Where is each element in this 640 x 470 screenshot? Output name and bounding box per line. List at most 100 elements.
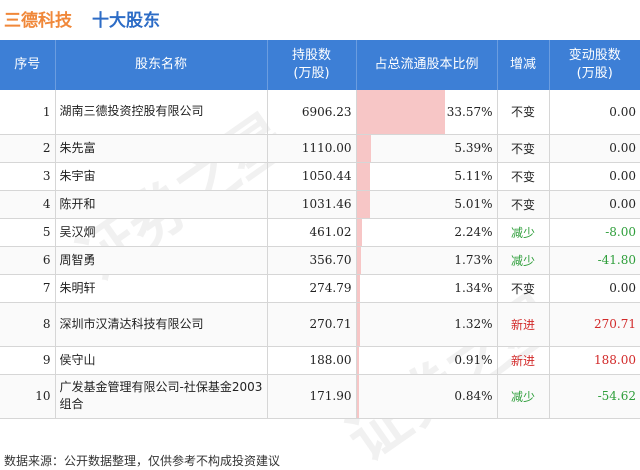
holding-value: 1050.44 bbox=[267, 162, 357, 191]
row-number: 6 bbox=[0, 246, 56, 275]
pct-value: 1.73% bbox=[454, 253, 493, 267]
pct-value: 33.57% bbox=[446, 104, 493, 119]
pct-cell: 0.91% bbox=[356, 346, 498, 375]
table-row: 2 朱先富 1110.00 5.39% 不变 0.00 bbox=[0, 134, 640, 163]
header-delta: 变动股数 (万股) bbox=[549, 40, 640, 90]
pct-value: 0.84% bbox=[454, 389, 493, 403]
pct-bar bbox=[356, 246, 362, 274]
table-row: 9 侯守山 188.00 0.91% 新进 188.00 bbox=[0, 346, 640, 375]
header-pct: 占总流通股本比例 bbox=[356, 40, 498, 90]
header-holding: 持股数 (万股) bbox=[267, 40, 357, 90]
pct-value: 5.01% bbox=[454, 197, 493, 211]
row-number: 3 bbox=[0, 162, 56, 191]
pct-cell: 0.84% bbox=[356, 374, 498, 419]
delta-value: 0.00 bbox=[549, 162, 640, 191]
delta-value: 0.00 bbox=[549, 134, 640, 163]
pct-bar bbox=[356, 302, 360, 346]
pct-value: 2.24% bbox=[454, 225, 493, 239]
change-status: 减少 bbox=[497, 218, 550, 247]
delta-value: -41.80 bbox=[549, 246, 640, 275]
pct-cell: 5.39% bbox=[356, 134, 498, 163]
shareholder-name: 朱明轩 bbox=[55, 274, 268, 303]
pct-value: 1.32% bbox=[454, 317, 493, 331]
pct-value: 0.91% bbox=[454, 353, 493, 367]
table-row: 3 朱宇宙 1050.44 5.11% 不变 0.00 bbox=[0, 162, 640, 191]
page-subtitle: 十大股东 bbox=[92, 11, 160, 31]
pct-value: 5.39% bbox=[454, 141, 493, 155]
delta-value: 270.71 bbox=[549, 302, 640, 347]
company-title: 三德科技 bbox=[4, 11, 72, 31]
shareholder-name: 朱宇宙 bbox=[55, 162, 268, 191]
shareholder-name: 朱先富 bbox=[55, 134, 268, 163]
pct-cell: 1.32% bbox=[356, 302, 498, 347]
holding-value: 188.00 bbox=[267, 346, 357, 375]
shareholder-name: 广发基金管理有限公司-社保基金2003组合 bbox=[55, 374, 268, 419]
change-status: 新进 bbox=[497, 302, 550, 347]
pct-cell: 5.11% bbox=[356, 162, 498, 191]
pct-bar bbox=[356, 134, 371, 162]
title-bar: 三德科技 十大股东 bbox=[0, 0, 640, 40]
pct-cell: 2.24% bbox=[356, 218, 498, 247]
change-status: 减少 bbox=[497, 374, 550, 419]
table-row: 7 朱明轩 274.79 1.34% 不变 0.00 bbox=[0, 274, 640, 303]
holding-value: 356.70 bbox=[267, 246, 357, 275]
pct-bar bbox=[356, 346, 359, 374]
delta-value: -8.00 bbox=[549, 218, 640, 247]
shareholder-name: 周智勇 bbox=[55, 246, 268, 275]
delta-value: 0.00 bbox=[549, 274, 640, 303]
change-status: 不变 bbox=[497, 190, 550, 219]
row-number: 7 bbox=[0, 274, 56, 303]
change-status: 新进 bbox=[497, 346, 550, 375]
holding-value: 6906.23 bbox=[267, 90, 357, 135]
holding-value: 461.02 bbox=[267, 218, 357, 247]
delta-value: 188.00 bbox=[549, 346, 640, 375]
table-row: 5 吴汉炯 461.02 2.24% 减少 -8.00 bbox=[0, 218, 640, 247]
shareholder-name: 陈开和 bbox=[55, 190, 268, 219]
holding-value: 1110.00 bbox=[267, 134, 357, 163]
header-no: 序号 bbox=[0, 40, 56, 90]
shareholders-table: 序号 股东名称 持股数 (万股) 占总流通股本比例 增减 变动股数 (万股) 1 湖南… bbox=[0, 40, 640, 419]
pct-cell: 5.01% bbox=[356, 190, 498, 219]
change-status: 减少 bbox=[497, 246, 550, 275]
table-row: 1 湖南三德投资控股有限公司 6906.23 33.57% 不变 0.00 bbox=[0, 90, 640, 135]
pct-bar bbox=[356, 90, 445, 134]
table-row: 4 陈开和 1031.46 5.01% 不变 0.00 bbox=[0, 190, 640, 219]
data-source-note: 数据来源：公开数据整理，仅供参考不构成投资建议 bbox=[4, 454, 281, 468]
table-header: 序号 股东名称 持股数 (万股) 占总流通股本比例 增减 变动股数 (万股) bbox=[0, 40, 640, 90]
delta-value: 0.00 bbox=[549, 190, 640, 219]
pct-value: 1.34% bbox=[454, 281, 493, 295]
row-number: 10 bbox=[0, 374, 56, 419]
row-number: 5 bbox=[0, 218, 56, 247]
shareholder-name: 侯守山 bbox=[55, 346, 268, 375]
holding-value: 171.90 bbox=[267, 374, 357, 419]
holding-value: 1031.46 bbox=[267, 190, 357, 219]
row-number: 4 bbox=[0, 190, 56, 219]
pct-bar bbox=[356, 218, 363, 246]
change-status: 不变 bbox=[497, 134, 550, 163]
delta-value: 0.00 bbox=[549, 90, 640, 135]
pct-bar bbox=[356, 162, 370, 190]
pct-bar bbox=[356, 274, 360, 302]
change-status: 不变 bbox=[497, 162, 550, 191]
shareholder-name: 深圳市汉清达科技有限公司 bbox=[55, 302, 268, 347]
holding-value: 270.71 bbox=[267, 302, 357, 347]
pct-bar bbox=[356, 374, 359, 418]
shareholder-name: 湖南三德投资控股有限公司 bbox=[55, 90, 268, 135]
row-number: 1 bbox=[0, 90, 56, 135]
pct-cell: 33.57% bbox=[356, 90, 498, 135]
table-row: 6 周智勇 356.70 1.73% 减少 -41.80 bbox=[0, 246, 640, 275]
pct-bar bbox=[356, 190, 370, 218]
change-status: 不变 bbox=[497, 274, 550, 303]
delta-value: -54.62 bbox=[549, 374, 640, 419]
holding-value: 274.79 bbox=[267, 274, 357, 303]
header-name: 股东名称 bbox=[55, 40, 268, 90]
table-row: 8 深圳市汉清达科技有限公司 270.71 1.32% 新进 270.71 bbox=[0, 302, 640, 347]
row-number: 8 bbox=[0, 302, 56, 347]
header-change: 增减 bbox=[497, 40, 550, 90]
shareholder-name: 吴汉炯 bbox=[55, 218, 268, 247]
change-status: 不变 bbox=[497, 90, 550, 135]
row-number: 9 bbox=[0, 346, 56, 375]
pct-value: 5.11% bbox=[454, 169, 493, 183]
table-row: 10 广发基金管理有限公司-社保基金2003组合 171.90 0.84% 减少 -54.… bbox=[0, 374, 640, 419]
pct-cell: 1.34% bbox=[356, 274, 498, 303]
